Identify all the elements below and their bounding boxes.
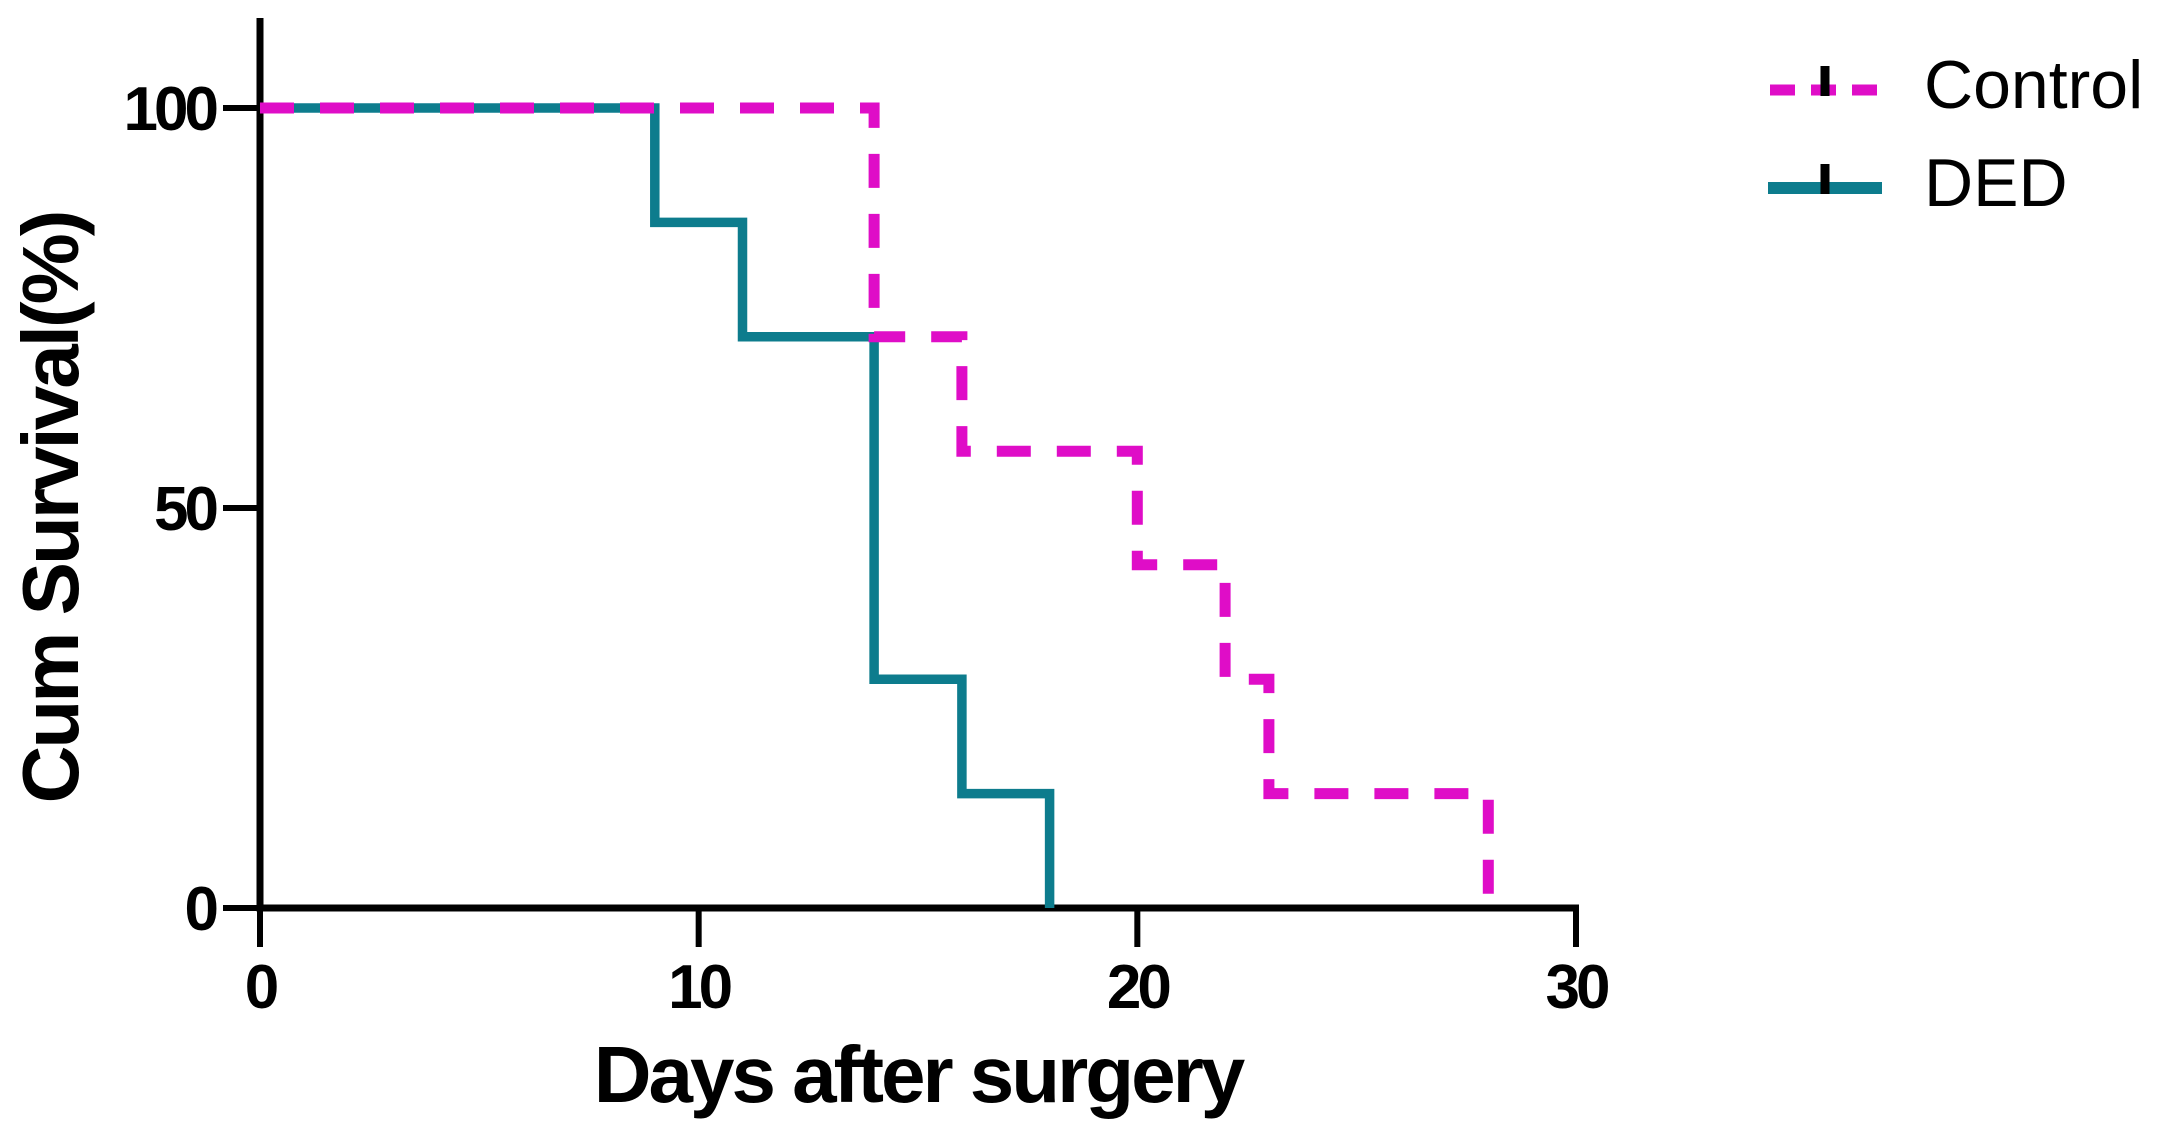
y-tick-label: 50 (154, 475, 216, 544)
legend-item-control: Control (1766, 46, 2143, 124)
y-tick-label: 100 (124, 75, 217, 144)
legend-item-ded: DED (1766, 144, 2143, 222)
x-tick-label: 10 (668, 953, 730, 1022)
control-dashed-line-icon (1770, 66, 1880, 96)
ded-solid-line-icon (1768, 164, 1882, 194)
control-survival-curve (260, 102, 1494, 908)
legend-label-control: Control (1924, 47, 2144, 123)
y-axis-title: Cum Survival(%) (6, 213, 95, 804)
ded-survival-curve (260, 103, 1055, 908)
x-axis-title: Days after surgery (594, 1030, 1246, 1119)
x-tick-label: 20 (1107, 953, 1169, 1022)
legend: Control DED (1766, 46, 2143, 222)
x-tick-label: 0 (245, 953, 277, 1022)
y-tick-label: 0 (185, 875, 217, 944)
legend-label-ded: DED (1924, 145, 2068, 221)
x-tick-label: 30 (1546, 953, 1608, 1022)
